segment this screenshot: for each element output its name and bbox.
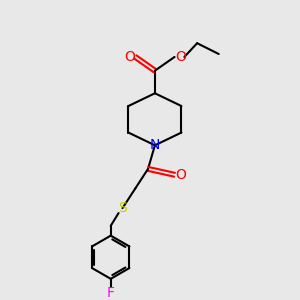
Text: O: O (175, 50, 186, 64)
Text: O: O (175, 168, 186, 182)
Text: O: O (124, 50, 135, 64)
Text: F: F (107, 286, 115, 300)
Text: N: N (150, 138, 160, 152)
Text: S: S (118, 201, 127, 215)
